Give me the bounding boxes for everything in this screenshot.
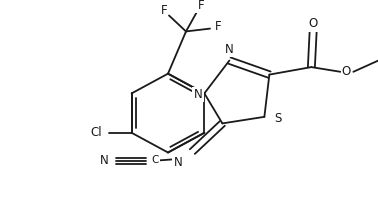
Text: F: F xyxy=(198,0,204,12)
Text: O: O xyxy=(342,65,351,78)
Text: S: S xyxy=(274,112,282,125)
Text: N: N xyxy=(100,154,108,167)
Text: C: C xyxy=(151,155,159,165)
Text: Cl: Cl xyxy=(90,126,102,139)
Text: F: F xyxy=(215,20,221,33)
Text: O: O xyxy=(309,18,318,30)
Text: N: N xyxy=(174,156,182,169)
Text: N: N xyxy=(225,43,234,56)
Text: F: F xyxy=(161,4,167,17)
Text: N: N xyxy=(194,88,202,101)
